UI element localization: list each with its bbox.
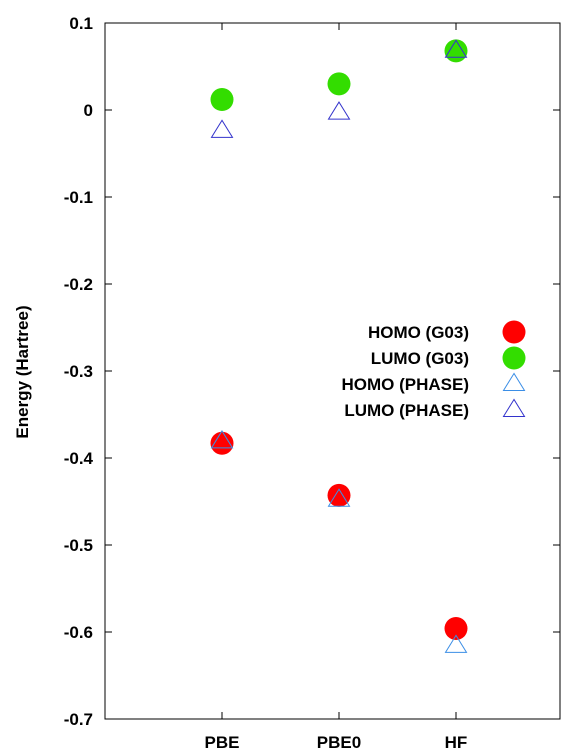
point-lumo-phase xyxy=(327,101,351,120)
y-tick-label: -0.5 xyxy=(64,536,93,555)
legend-label-homo-phase: HOMO (PHASE) xyxy=(342,375,470,394)
point-lumo-g03 xyxy=(210,88,234,112)
point-lumo-g03 xyxy=(327,72,351,96)
y-axis-ticks: 0.1 0 -0.1 -0.2 -0.3 -0.4 -0.5 -0.6 -0.7 xyxy=(64,14,560,729)
x-tick-label: PBE0 xyxy=(317,733,361,752)
y-tick-label: -0.4 xyxy=(64,449,94,468)
plot-frame xyxy=(104,22,561,720)
legend: HOMO (G03) LUMO (G03) HOMO (PHASE) LUMO (PH… xyxy=(342,320,526,420)
point-lumo-g03 xyxy=(444,39,468,63)
point-homo-phase xyxy=(444,634,468,653)
point-homo-phase xyxy=(327,488,351,507)
y-tick-label: -0.6 xyxy=(64,623,93,642)
legend-marker-homo-phase xyxy=(502,372,526,391)
point-lumo-phase xyxy=(444,39,468,58)
point-lumo-phase xyxy=(210,119,234,138)
point-homo-phase xyxy=(210,429,234,449)
legend-marker-lumo-g03 xyxy=(502,346,526,370)
y-tick-label: -0.1 xyxy=(64,188,93,207)
y-tick-label: -0.7 xyxy=(64,710,93,729)
y-tick-label: 0 xyxy=(84,101,93,120)
legend-marker-lumo-phase xyxy=(502,398,526,417)
legend-label-lumo-phase: LUMO (PHASE) xyxy=(344,401,469,420)
legend-label-homo-g03: HOMO (G03) xyxy=(368,323,469,342)
point-homo-g03 xyxy=(210,431,234,455)
legend-label-lumo-g03: LUMO (G03) xyxy=(371,349,469,368)
y-tick-label: 0.1 xyxy=(69,14,93,33)
point-homo-g03 xyxy=(327,483,351,507)
y-tick-label: -0.2 xyxy=(64,275,93,294)
data-points xyxy=(210,39,468,653)
point-homo-g03 xyxy=(444,617,468,641)
x-axis-ticks: PBE PBE0 HF xyxy=(205,23,468,752)
x-tick-label: PBE xyxy=(205,733,240,752)
legend-marker-homo-g03 xyxy=(502,320,526,344)
y-tick-label: -0.3 xyxy=(64,362,93,381)
x-tick-label: HF xyxy=(445,733,468,752)
y-axis-title: Energy (Hartree) xyxy=(13,305,32,438)
